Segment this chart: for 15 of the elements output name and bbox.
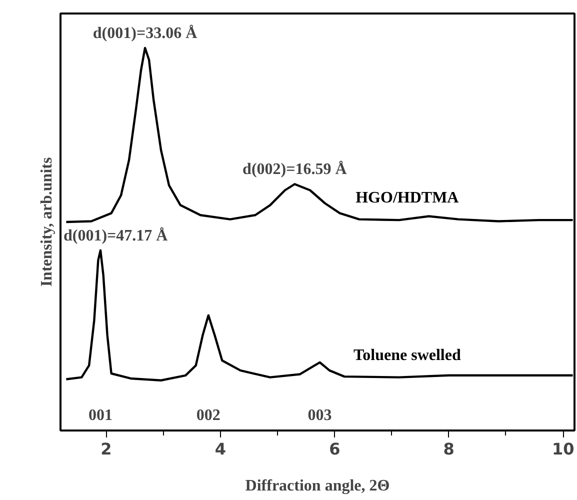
x-axis-title: Diffraction angle, 2Θ	[245, 478, 390, 494]
annotation: d(002)=16.59 Å	[242, 160, 348, 178]
annotation: 002	[196, 407, 220, 424]
x-tick-label: 2	[100, 440, 112, 458]
x-tick-label: 10	[552, 440, 574, 458]
annotation: d(001)=33.06 Å	[92, 24, 198, 42]
annotation: 003	[308, 407, 332, 424]
x-tick-label: 4	[214, 440, 226, 458]
annotation: d(001)=47.17 Å	[64, 226, 168, 244]
series-label: HGO/HDTMA	[356, 190, 460, 207]
y-axis-title: Intensity, arb.units	[38, 157, 56, 287]
annotation: 001	[88, 407, 112, 424]
x-tick-label: 6	[329, 440, 340, 458]
series-label: Toluene swelled	[353, 346, 461, 364]
x-tick-label: 8	[443, 440, 454, 458]
